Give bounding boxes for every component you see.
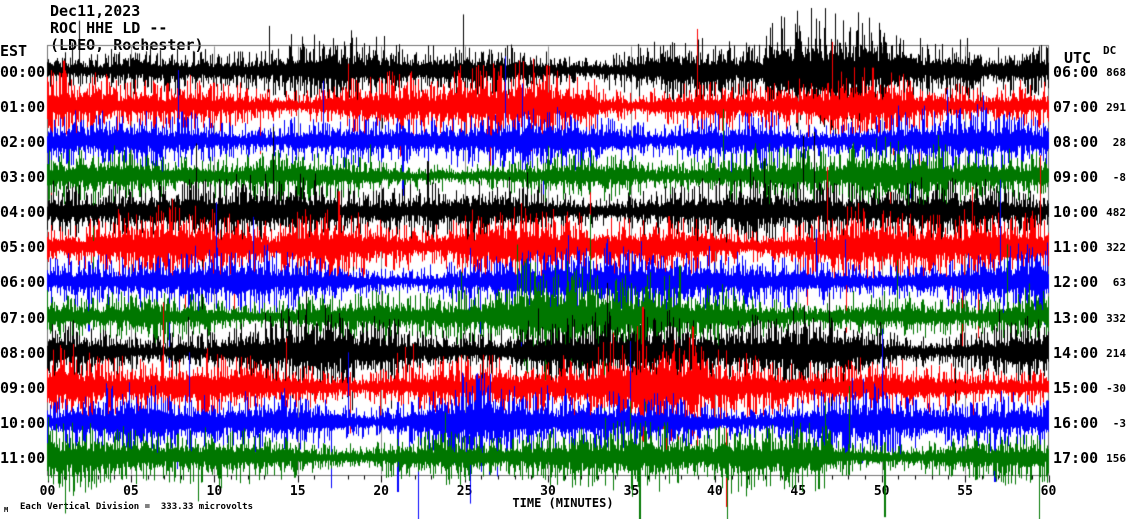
header-date: Dec11,2023 (50, 2, 141, 20)
x-axis-tick-label: 45 (790, 484, 807, 499)
row-dc-value: 156 (1106, 452, 1126, 466)
dc-column-header: DC (1103, 44, 1117, 57)
row-label-est: 01:00 (0, 97, 46, 116)
row-dc-value: -30 (1106, 381, 1126, 395)
x-axis-tick-label: 00 (39, 484, 56, 499)
row-dc-value: -8 (1112, 170, 1126, 184)
row-dc-value: 63 (1112, 276, 1126, 290)
row-dc-value: 868 (1106, 65, 1126, 79)
row-dc-value: 28 (1112, 135, 1126, 149)
x-axis-tick-label: 25 (456, 484, 473, 499)
row-dc-value: -3 (1112, 417, 1126, 430)
scale-note: Each Vertical Division = 333.33 microvol… (20, 502, 253, 512)
x-axis-tick-label: 40 (707, 484, 723, 499)
row-dc-value: 291 (1106, 100, 1126, 114)
x-axis-title: TIME (MINUTES) (512, 496, 614, 510)
x-axis-tick-label: 35 (623, 484, 640, 499)
row-dc-value: 482 (1106, 206, 1126, 220)
watermark-mark: M (4, 506, 9, 514)
x-axis-tick-label: 60 (1040, 484, 1057, 499)
left-timezone-header: EST (0, 42, 28, 60)
row-dc-value: 322 (1106, 241, 1126, 255)
header-station: ROC HHE LD -- (50, 19, 168, 37)
row-dc-value: 214 (1106, 346, 1126, 360)
x-axis-tick-label: 10 (206, 484, 223, 499)
row-label-est: 11:00 (0, 449, 46, 468)
x-axis-tick-label: 15 (289, 484, 306, 499)
row-label-est: 03:00 (0, 167, 46, 186)
row-label-est: 08:00 (0, 343, 46, 362)
row-dc-value: 332 (1106, 311, 1126, 325)
row-label-est: 09:00 (0, 378, 46, 397)
x-axis-tick-label: 55 (957, 484, 973, 499)
row-label-est: 00:00 (0, 62, 46, 81)
row-label-est: 06:00 (0, 273, 46, 292)
x-axis-tick-label: 05 (123, 484, 139, 499)
row-label-est: 05:00 (0, 238, 46, 257)
row-label-est: 02:00 (0, 132, 46, 151)
row-label-est: 10:00 (0, 414, 46, 432)
x-axis-tick-label: 50 (873, 484, 890, 499)
header-location: (LDEO, Rochester) (50, 36, 204, 54)
row-label-est: 07:00 (0, 308, 46, 327)
row-label-est: 04:00 (0, 203, 46, 222)
x-axis-tick-label: 20 (373, 484, 389, 499)
